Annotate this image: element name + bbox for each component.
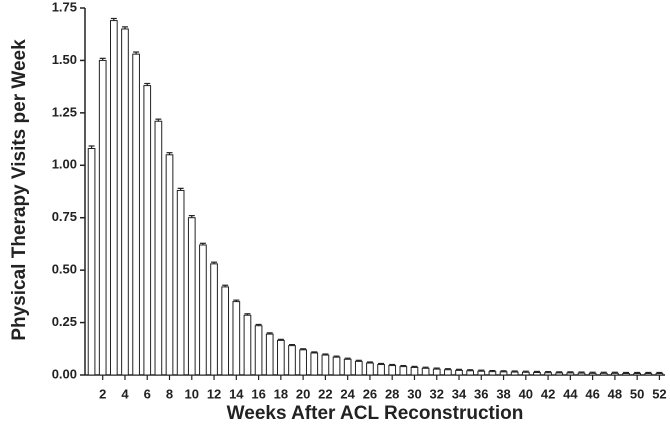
x-tick-label: 40 [519,386,533,401]
x-tick-label: 26 [363,386,377,401]
bar [210,263,218,376]
bar [98,59,107,376]
bar [533,371,541,376]
y-tick-label: 1.00 [52,157,77,172]
x-tick-label: 34 [452,386,467,401]
x-tick-label: 2 [99,386,106,401]
bar [254,325,263,376]
bar [187,217,196,376]
bar [277,339,285,376]
x-tick-label: 50 [630,386,644,401]
x-tick-label: 36 [474,386,488,401]
bar [176,189,185,376]
bar [622,373,630,376]
bar [577,372,586,376]
bar [232,301,241,376]
x-tick-label: 30 [407,386,421,401]
bar [366,362,374,376]
bar [410,366,419,376]
x-tick-label: 22 [318,386,332,401]
x-tick-label: 6 [144,386,151,401]
bar [455,369,463,376]
bar [332,356,341,376]
x-tick-label: 32 [430,386,444,401]
bar [288,345,296,376]
x-tick-label: 16 [251,386,265,401]
bar [588,372,597,376]
bar [143,85,152,376]
bar [299,349,307,376]
x-tick-label: 44 [563,386,578,401]
x-tick-label: 42 [541,386,555,401]
y-tick-label: 1.25 [52,104,77,119]
bar [321,354,330,376]
bar [154,120,163,376]
bar [432,368,441,376]
bar [655,373,664,376]
bar [555,372,564,376]
x-tick-label: 28 [385,386,399,401]
bar [132,53,140,376]
bar [521,371,530,376]
bar [644,373,653,376]
y-tick-label: 1.50 [52,52,77,67]
bar [421,367,430,376]
y-tick-label: 0.50 [52,262,77,277]
bar [310,352,319,376]
bar [388,365,397,376]
x-tick-label: 14 [229,386,244,401]
bar [399,366,408,376]
bar [109,20,118,376]
bar [121,28,129,376]
x-tick-label: 12 [207,386,221,401]
bar [477,370,486,376]
bar [466,370,474,376]
x-tick-label: 48 [608,386,622,401]
bar [510,371,519,376]
y-tick-label: 0.25 [52,314,77,329]
y-tick-label: 1.75 [52,0,77,14]
bar [544,372,552,376]
x-tick-label: 8 [166,386,173,401]
x-axis-title: Weeks After ACL Reconstruction [227,403,524,424]
bar [488,371,497,376]
bar [377,364,385,376]
x-tick-label: 4 [121,386,129,401]
x-tick-label: 10 [185,386,199,401]
y-tick-label: 0.00 [52,366,77,381]
bar [354,360,363,376]
x-tick-label: 38 [496,386,510,401]
bar [499,371,508,376]
bar [611,372,619,376]
bar [221,286,230,376]
bar [165,154,174,376]
x-tick-label: 46 [585,386,599,401]
bar [599,372,608,376]
x-tick-label: 24 [340,386,355,401]
y-tick-label: 0.75 [52,209,77,224]
x-tick-label: 18 [274,386,288,401]
x-tick-label: 52 [652,386,666,401]
x-tick-label: 20 [296,386,310,401]
bar [199,244,207,376]
bar [633,373,642,376]
bar [444,369,452,376]
bar [566,372,575,376]
y-axis-title: Physical Therapy Visits per Week [9,39,30,341]
bar [343,358,352,376]
bar [243,314,252,376]
bar [87,148,96,376]
bar [265,333,274,376]
